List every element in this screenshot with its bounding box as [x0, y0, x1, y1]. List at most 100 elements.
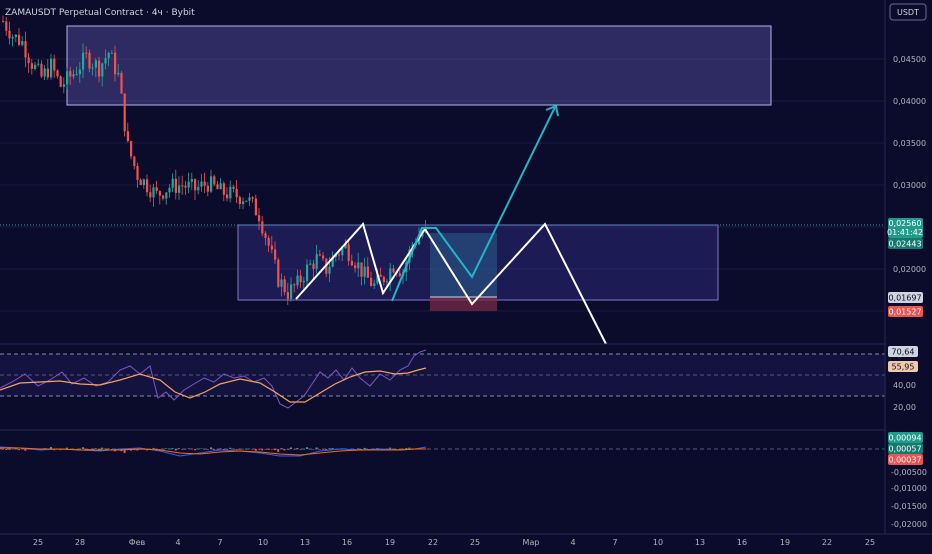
candle-body — [338, 254, 341, 256]
macd-hist-bar — [104, 448, 107, 450]
candle-body — [181, 185, 184, 187]
candle-body — [203, 181, 206, 186]
candle-body — [184, 185, 187, 188]
macd-hist-bar — [280, 448, 283, 449]
candle-body — [210, 176, 213, 192]
macd-hist-bar — [155, 449, 158, 450]
candle-body — [85, 52, 88, 54]
candle-body — [398, 273, 401, 276]
candle-body — [187, 181, 190, 188]
candle-body — [312, 263, 315, 269]
macd-hist-bar — [219, 448, 222, 449]
time-label: 7 — [612, 538, 617, 547]
projection-arrowhead-icon — [545, 104, 559, 117]
macd-hist-bar — [14, 448, 17, 450]
price-badge-4: 0,01527 — [888, 306, 923, 317]
candle-body — [130, 141, 133, 157]
macd-hist-bar — [66, 447, 68, 449]
macd-badge: 0,00094 — [888, 432, 923, 443]
candle-body — [331, 256, 334, 267]
macd-hist-bar — [210, 447, 212, 449]
teal-projection-path[interactable] — [391, 106, 556, 302]
candle-body — [277, 259, 280, 287]
candle-body — [174, 178, 177, 193]
macd-hist-bar — [165, 448, 168, 449]
candle-body — [286, 292, 289, 299]
currency-button[interactable]: USDT — [889, 3, 927, 21]
macd-hist-bar — [363, 447, 366, 449]
macd-hist-bar — [264, 449, 267, 450]
time-label: 25 — [865, 538, 875, 547]
macd-hist-bar — [376, 448, 379, 449]
candle-body — [190, 179, 193, 182]
candle-body — [389, 268, 392, 282]
macd-hist-bar — [222, 449, 225, 451]
rsi-tick: 20,00 — [893, 403, 916, 412]
candle-body — [136, 165, 139, 180]
candle-body — [219, 183, 222, 190]
macd-hist-bar — [235, 449, 238, 450]
candle-body — [354, 265, 357, 269]
long-position-loss[interactable] — [430, 297, 497, 311]
macd-hist-bar — [59, 449, 62, 451]
time-label: 22 — [822, 538, 832, 547]
macd-hist-bar — [315, 447, 318, 449]
macd-hist-bar — [395, 449, 398, 450]
macd-hist-bar — [168, 448, 171, 450]
candle-body — [126, 131, 129, 142]
macd-hist-bar — [5, 449, 8, 450]
candle-body — [34, 64, 37, 69]
candle-body — [149, 192, 152, 198]
candle-body — [62, 84, 65, 87]
macd-hist-bar — [174, 449, 177, 451]
candle-body — [88, 52, 91, 69]
candle-body — [21, 41, 24, 45]
candle-body — [318, 254, 321, 256]
candle-body — [418, 236, 421, 245]
macd-hist-bar — [357, 448, 360, 449]
macd-hist-bar — [11, 448, 14, 450]
macd-hist-bar — [293, 449, 296, 450]
macd-hist-bar — [197, 448, 200, 450]
time-label: 10 — [653, 538, 663, 547]
candle-body — [24, 41, 27, 58]
candle-body — [107, 52, 110, 59]
candle-body — [264, 233, 267, 238]
macd-hist-bar — [184, 449, 187, 450]
macd-hist-bar — [318, 449, 321, 450]
time-label: 19 — [780, 538, 790, 547]
candle-body — [229, 186, 232, 199]
macd-hist-bar — [251, 449, 254, 450]
time-scale[interactable] — [0, 534, 932, 550]
candle-body — [114, 52, 117, 75]
candles-group — [2, 15, 427, 306]
macd-hist-bar — [107, 448, 110, 450]
candle-body — [357, 262, 360, 269]
last-price-badge: 0,02560 01:41:42 — [887, 218, 923, 238]
candle-body — [155, 187, 158, 192]
candle-body — [328, 266, 331, 274]
candle-body — [110, 52, 113, 54]
candle-body — [117, 72, 120, 75]
time-label: 13 — [695, 538, 705, 547]
macd-hist-bar — [267, 449, 270, 450]
candle-body — [232, 186, 235, 189]
macd-hist-bar — [178, 448, 180, 449]
candle-body — [267, 237, 270, 246]
rsi-line — [0, 349, 427, 409]
candle-body — [104, 58, 107, 64]
price-tick: 0,02000 — [893, 265, 926, 274]
macd-hist-bar — [200, 448, 203, 450]
candle-body — [98, 60, 101, 77]
svg-text:55,95: 55,95 — [892, 363, 915, 372]
candle-body — [165, 192, 168, 199]
time-label: Фев — [129, 538, 146, 547]
macd-hist-bar — [261, 449, 264, 451]
macd-hist-bar — [91, 448, 94, 450]
candle-body — [101, 63, 104, 77]
resistance-zone[interactable] — [66, 25, 772, 106]
macd-hist-bar — [158, 449, 161, 450]
candle-body — [206, 185, 209, 192]
